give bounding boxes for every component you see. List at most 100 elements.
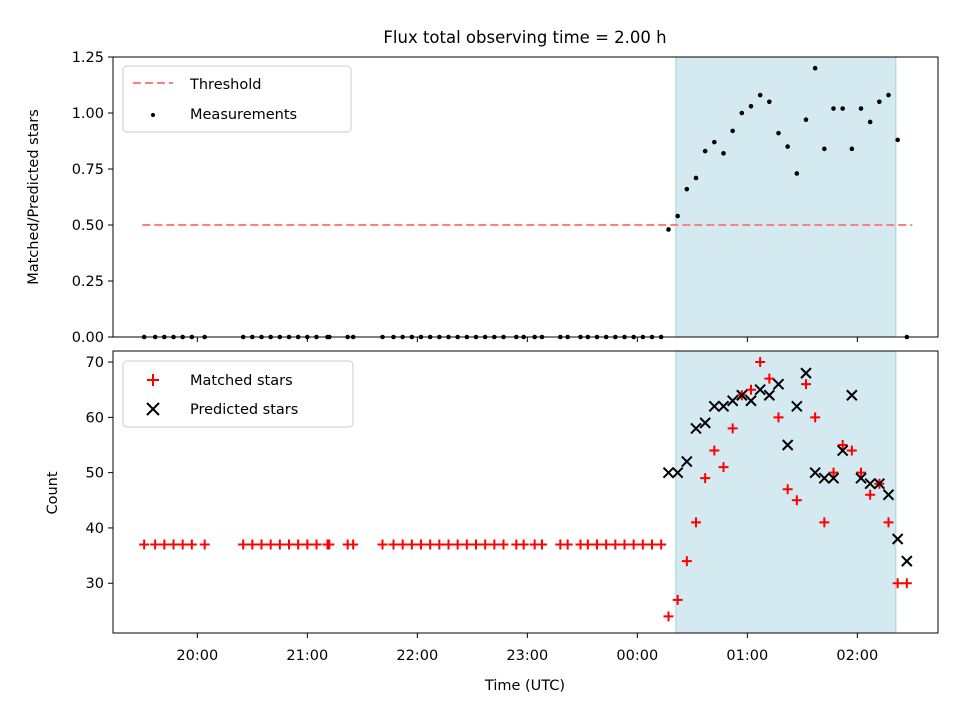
matched-stars-point: [416, 539, 426, 550]
matched-stars-point: [755, 357, 766, 368]
bottom-count-points: [139, 357, 913, 622]
matched-stars-point: [764, 373, 775, 384]
top-y-tick-label: 0.50: [72, 218, 104, 234]
measurement-point: [886, 92, 891, 98]
bottom-x-axis-label: Time (UTC): [484, 678, 565, 694]
measurement-point: [757, 92, 763, 98]
matched-stars-point: [628, 539, 639, 550]
bottom-y-tick-label: 50: [86, 466, 104, 482]
bottom-x-tick-label: 00:00: [616, 648, 658, 664]
matched-stars-point: [846, 445, 857, 456]
matched-stars-point: [782, 484, 793, 495]
measurement-point: [858, 106, 864, 111]
matched-stars-point: [637, 539, 648, 550]
bottom-x-tick-label: 02:00: [836, 648, 878, 664]
bottom-legend: Matched stars Predicted stars: [122, 360, 354, 428]
predicted-stars-point: [708, 400, 721, 413]
matched-stars-point: [348, 539, 359, 550]
matched-stars-point: [168, 539, 179, 550]
predicted-stars-point: [882, 489, 895, 501]
matched-stars-point: [489, 539, 500, 550]
matched-stars-point: [471, 539, 481, 550]
matched-stars-point: [425, 539, 436, 550]
predicted-stars-point: [690, 422, 702, 435]
matched-stars-point: [837, 440, 848, 450]
predicted-stars-point: [763, 389, 776, 401]
predicted-stars-point: [836, 444, 849, 457]
matched-stars-point: [452, 539, 463, 550]
top-shaded-interval: [675, 56, 897, 338]
top-y-tick-label: 0.75: [72, 162, 104, 178]
measurement-point: [803, 117, 809, 123]
predicted-stars-point: [717, 400, 730, 413]
matched-stars-point: [256, 539, 267, 550]
matched-stars-point: [791, 495, 802, 506]
matched-stars-point: [324, 539, 335, 550]
measurement-point: [730, 128, 735, 134]
bottom-y-tick-label: 70: [86, 355, 104, 371]
matched-stars-point: [582, 539, 593, 550]
matched-stars-point: [773, 412, 784, 423]
top-y-tick-label: 0.00: [72, 330, 104, 346]
matched-stars-point: [562, 539, 573, 550]
measurement-point: [712, 139, 717, 145]
predicted-stars-point: [846, 389, 858, 401]
measurement-point: [831, 106, 836, 111]
top-y-axis-ticks: 0.00 0.25 0.50 0.75 1.00 1.25: [72, 50, 113, 346]
predicted-stars-point: [800, 367, 812, 379]
predicted-stars-point: [781, 439, 794, 451]
predicted-stars-point: [891, 533, 904, 545]
matched-stars-point: [681, 556, 692, 567]
predicted-stars-point: [855, 472, 867, 484]
matched-stars-point: [727, 423, 738, 434]
top-legend: Threshold Measurements: [122, 65, 352, 133]
predicted-stars-point: [809, 466, 821, 479]
measurement-point: [721, 151, 726, 156]
predicted-stars-point: [818, 472, 831, 484]
matched-stars-point: [619, 539, 630, 550]
measurement-point: [776, 130, 781, 136]
legend-predicted-swatch: [146, 402, 160, 416]
predicted-stars-point: [827, 472, 840, 484]
predicted-stars-point: [791, 400, 803, 413]
bottom-y-tick-label: 30: [86, 576, 104, 592]
measurement-point: [693, 175, 699, 181]
matched-stars-point: [810, 412, 821, 423]
matched-stars-point: [663, 611, 674, 622]
chart-title: Flux total observing time = 2.00 h: [383, 28, 666, 47]
matched-stars-point: [647, 539, 657, 550]
measurement-point: [666, 227, 671, 232]
measurement-point: [877, 99, 882, 105]
measurement-point: [739, 110, 745, 116]
matched-stars-point: [238, 539, 249, 550]
measurement-point: [812, 65, 818, 71]
top-y-tick-label: 1.25: [72, 50, 104, 66]
predicted-stars-point: [736, 389, 748, 401]
predicted-stars-point: [662, 466, 675, 479]
bottom-plot-frame: [112, 350, 939, 634]
matched-stars-point: [388, 539, 399, 550]
matched-stars-point: [865, 489, 876, 500]
measurement-point: [822, 146, 827, 152]
matched-stars-point: [537, 539, 547, 550]
matched-stars-point: [901, 578, 912, 589]
bottom-x-tick-label: 21:00: [286, 648, 328, 664]
measurement-point: [767, 99, 772, 105]
top-x-axis-ticks: [196, 337, 858, 342]
matched-stars-point: [856, 467, 866, 478]
legend-measurements-label: Measurements: [190, 107, 297, 123]
bottom-x-tick-label: 20:00: [176, 648, 218, 664]
matched-stars-point: [700, 473, 711, 484]
matched-stars-point: [247, 539, 258, 550]
matched-stars-point: [406, 539, 417, 550]
matched-stars-point: [443, 539, 454, 550]
predicted-stars-point: [699, 417, 711, 429]
matched-stars-point: [274, 539, 285, 550]
bottom-x-tick-label: 01:00: [726, 648, 768, 664]
measurement-point: [840, 106, 845, 111]
predicted-stars-point: [754, 383, 766, 396]
matched-stars-point: [709, 445, 720, 456]
matched-stars-point: [265, 539, 276, 550]
